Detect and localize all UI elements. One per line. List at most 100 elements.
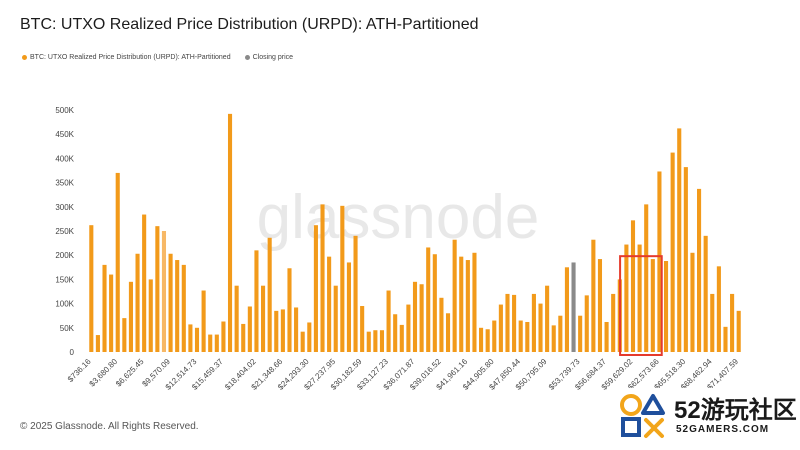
urpd-bar[interactable] [419, 284, 424, 352]
urpd-bar[interactable] [578, 315, 583, 352]
urpd-bar[interactable] [591, 239, 596, 352]
urpd-bar[interactable] [102, 264, 107, 352]
urpd-bar[interactable] [214, 334, 219, 352]
urpd-bar[interactable] [307, 322, 312, 352]
urpd-bar[interactable] [267, 237, 272, 352]
urpd-bar[interactable] [122, 318, 127, 352]
urpd-bar[interactable] [426, 247, 431, 352]
closing-price-bar[interactable] [571, 262, 576, 352]
urpd-bar[interactable] [637, 244, 642, 352]
urpd-bar[interactable] [624, 244, 629, 352]
urpd-bar[interactable] [564, 267, 569, 352]
urpd-bar[interactable] [161, 231, 167, 352]
urpd-bar[interactable] [175, 260, 180, 352]
urpd-bar[interactable] [445, 313, 451, 352]
urpd-bar[interactable] [280, 309, 285, 352]
urpd-bar[interactable] [465, 260, 470, 352]
urpd-bar[interactable] [188, 324, 193, 352]
urpd-bar[interactable] [333, 285, 338, 352]
urpd-bar[interactable] [723, 326, 728, 352]
urpd-bar[interactable] [677, 128, 682, 352]
urpd-bar[interactable] [393, 314, 398, 352]
urpd-bar[interactable] [485, 329, 490, 352]
urpd-bar[interactable] [227, 113, 233, 353]
urpd-bar[interactable] [386, 290, 391, 352]
urpd-bar[interactable] [373, 330, 378, 352]
urpd-bar[interactable] [597, 259, 603, 352]
urpd-bar[interactable] [710, 293, 715, 352]
urpd-bar[interactable] [670, 152, 675, 352]
urpd-bar[interactable] [313, 225, 318, 352]
urpd-bar[interactable] [201, 290, 206, 352]
urpd-bar[interactable] [148, 279, 153, 352]
urpd-bar[interactable] [261, 285, 266, 352]
urpd-bar[interactable] [340, 205, 345, 352]
urpd-bar[interactable] [525, 321, 530, 352]
urpd-bar[interactable] [406, 304, 411, 352]
urpd-bar[interactable] [181, 264, 186, 352]
urpd-bar[interactable] [716, 266, 721, 352]
urpd-bar[interactable] [208, 334, 213, 352]
urpd-bar[interactable] [518, 320, 523, 352]
urpd-bar[interactable] [703, 235, 708, 352]
urpd-bar[interactable] [498, 304, 503, 352]
urpd-bar[interactable] [492, 320, 497, 352]
legend-item-urpd[interactable]: BTC: UTXO Realized Price Distribution (U… [22, 54, 231, 61]
urpd-bar[interactable] [551, 325, 556, 352]
urpd-bar[interactable] [459, 256, 464, 352]
urpd-bar[interactable] [730, 293, 735, 352]
urpd-bar[interactable] [95, 335, 100, 352]
urpd-bar[interactable] [115, 172, 120, 352]
urpd-bar[interactable] [241, 323, 246, 352]
urpd-bar[interactable] [472, 252, 477, 352]
urpd-bar[interactable] [545, 285, 550, 352]
urpd-bar[interactable] [683, 167, 688, 352]
urpd-bar[interactable] [320, 204, 325, 352]
urpd-bar[interactable] [412, 281, 418, 352]
urpd-bar[interactable] [128, 281, 133, 352]
site-badge[interactable]: 52游玩社区 52GAMERS.COM [612, 388, 798, 444]
urpd-bar[interactable] [194, 327, 200, 352]
urpd-bar[interactable] [479, 327, 484, 352]
urpd-bar[interactable] [439, 297, 444, 352]
urpd-bar[interactable] [558, 315, 563, 352]
urpd-bar[interactable] [353, 235, 358, 352]
urpd-bar[interactable] [221, 321, 226, 352]
urpd-bar[interactable] [538, 303, 543, 352]
urpd-bar[interactable] [452, 239, 457, 352]
urpd-bar[interactable] [697, 188, 702, 352]
urpd-bar[interactable] [142, 214, 147, 352]
urpd-bar[interactable] [690, 252, 695, 352]
urpd-bar[interactable] [531, 293, 536, 352]
urpd-bar[interactable] [604, 321, 609, 352]
urpd-bar[interactable] [287, 268, 292, 352]
urpd-bar[interactable] [89, 225, 94, 352]
urpd-bar[interactable] [155, 226, 160, 352]
legend-item-closing-price[interactable]: Closing price [244, 54, 293, 61]
urpd-bar[interactable] [346, 262, 351, 352]
urpd-bar[interactable] [399, 324, 404, 352]
urpd-bar[interactable] [274, 310, 279, 352]
urpd-bar[interactable] [168, 253, 173, 352]
urpd-bar[interactable] [736, 310, 741, 352]
urpd-bar[interactable] [630, 220, 636, 352]
urpd-bar[interactable] [611, 293, 616, 352]
urpd-bar[interactable] [432, 254, 437, 352]
urpd-bar[interactable] [254, 250, 259, 352]
urpd-bar[interactable] [135, 253, 140, 352]
urpd-bar[interactable] [234, 285, 239, 352]
urpd-bar[interactable] [663, 261, 669, 352]
urpd-bar[interactable] [584, 295, 589, 352]
urpd-bar[interactable] [644, 204, 649, 352]
urpd-bar[interactable] [366, 331, 371, 352]
urpd-bar[interactable] [379, 330, 385, 352]
urpd-bar[interactable] [657, 171, 662, 352]
urpd-bar[interactable] [109, 274, 114, 352]
urpd-bar[interactable] [300, 331, 305, 352]
urpd-bar[interactable] [294, 307, 299, 352]
urpd-bar[interactable] [327, 256, 332, 352]
urpd-bar[interactable] [512, 294, 517, 352]
urpd-bar[interactable] [650, 259, 655, 352]
urpd-bar[interactable] [360, 306, 365, 352]
urpd-bar[interactable] [505, 293, 510, 352]
